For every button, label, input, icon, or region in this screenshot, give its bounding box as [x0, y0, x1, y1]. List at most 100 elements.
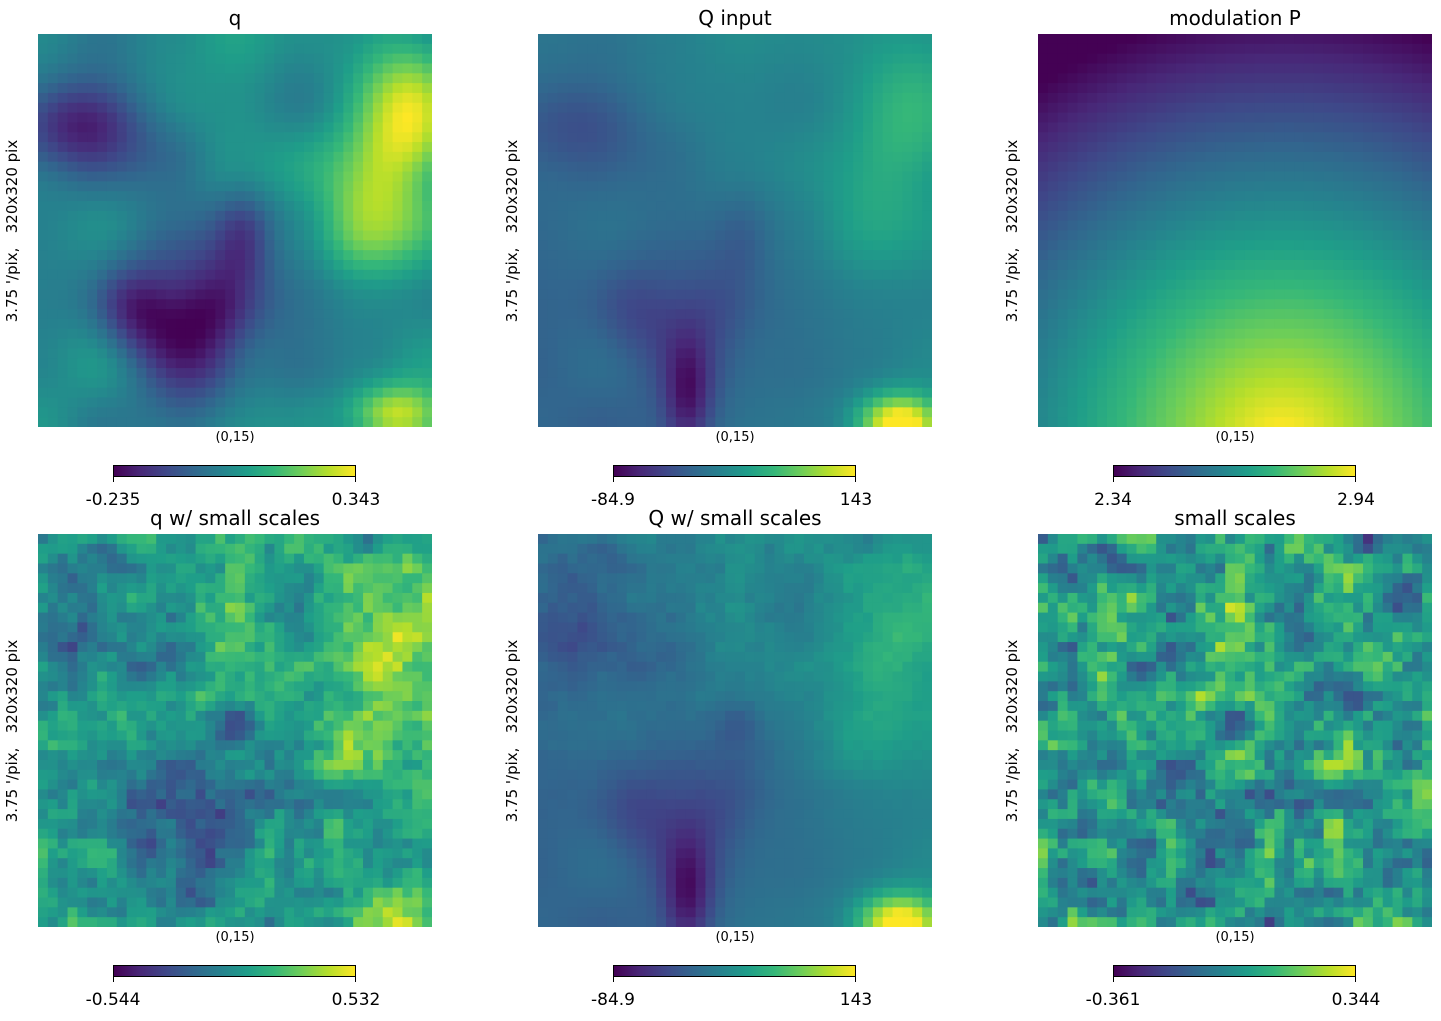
heatmap-cell: [156, 407, 167, 418]
heatmap-cell: [244, 161, 256, 173]
heatmap-cell: [422, 151, 432, 163]
heatmap-cell: [1343, 151, 1354, 163]
heatmap-cell: [402, 407, 413, 418]
heatmap-cell: [764, 161, 775, 173]
heatmap-cell: [175, 122, 187, 133]
heatmap-cell: [363, 534, 374, 545]
heatmap-cell: [422, 289, 432, 300]
heatmap-cell: [205, 328, 216, 340]
heatmap-cell: [577, 407, 588, 418]
heatmap-cell: [1323, 259, 1334, 271]
heatmap-cell: [1333, 377, 1344, 389]
heatmap-cell: [675, 358, 687, 369]
heatmap-cell: [547, 328, 559, 340]
heatmap-cell: [685, 407, 697, 418]
heatmap-cell: [87, 191, 98, 202]
heatmap-cell: [274, 63, 285, 74]
heatmap-cell: [323, 250, 334, 261]
heatmap-cell: [166, 417, 177, 427]
heatmap-cell: [97, 534, 108, 545]
heatmap-cell: [372, 161, 384, 173]
heatmap-cell: [646, 181, 657, 192]
heatmap-cell: [646, 328, 657, 340]
heatmap-cell: [902, 83, 913, 94]
heatmap-cell: [372, 122, 384, 133]
heatmap-cell: [705, 230, 716, 241]
heatmap-cell: [892, 92, 903, 104]
heatmap-cell: [1126, 43, 1137, 55]
heatmap-cell: [1353, 368, 1364, 379]
heatmap-cell: [1047, 112, 1059, 123]
heatmap-cell: [303, 417, 315, 427]
heatmap-cell: [323, 397, 334, 408]
heatmap-cell: [813, 328, 825, 340]
heatmap-cell: [715, 358, 726, 369]
heatmap-cell: [185, 102, 197, 114]
heatmap-cell: [116, 553, 128, 564]
heatmap-cell: [715, 92, 726, 104]
heatmap-cell: [636, 397, 647, 408]
heatmap-cell: [646, 417, 657, 427]
heatmap-cell: [646, 53, 657, 64]
heatmap-cell: [616, 407, 628, 418]
heatmap-cell: [77, 299, 88, 310]
heatmap-cell: [1225, 181, 1236, 192]
heatmap-cell: [1353, 309, 1364, 320]
heatmap-cell: [215, 534, 226, 545]
heatmap-cell: [695, 112, 706, 123]
heatmap-cell: [323, 358, 334, 369]
heatmap-cell: [626, 377, 637, 389]
heatmap-cell: [853, 407, 864, 418]
heatmap-cell: [126, 338, 137, 349]
heatmap-cell: [1038, 53, 1049, 64]
heatmap-cell: [47, 543, 59, 555]
heatmap-cell: [1422, 73, 1432, 84]
heatmap-cell: [313, 161, 325, 173]
heatmap-cell: [892, 43, 903, 55]
heatmap-cell: [606, 43, 618, 55]
heatmap-cell: [616, 250, 628, 261]
heatmap-cell: [382, 563, 394, 574]
heatmap-cell: [1166, 142, 1177, 153]
heatmap-cell: [626, 151, 637, 163]
heatmap-cell: [636, 43, 647, 55]
heatmap-cell: [1422, 358, 1432, 369]
heatmap-cell: [1087, 201, 1098, 212]
heatmap-cell: [784, 122, 795, 133]
heatmap-cell: [116, 259, 128, 271]
heatmap-cell: [205, 201, 216, 212]
heatmap-cell: [244, 34, 256, 45]
heatmap-cell: [57, 348, 69, 359]
heatmap-cell: [412, 563, 423, 574]
heatmap-cell: [685, 73, 697, 84]
heatmap-cell: [764, 250, 775, 261]
heatmap-cell: [185, 318, 197, 330]
heatmap-cell: [363, 553, 374, 564]
heatmap-cell: [1313, 132, 1325, 143]
heatmap-cell: [1254, 201, 1266, 212]
heatmap-cell: [303, 132, 315, 143]
heatmap-cell: [1146, 142, 1157, 153]
heatmap-cell: [274, 92, 285, 104]
heatmap-cell: [382, 299, 394, 310]
heatmap-cell: [1087, 210, 1098, 222]
heatmap-cell: [912, 34, 923, 45]
heatmap-cell: [353, 250, 364, 261]
heatmap-cell: [803, 338, 815, 349]
heatmap-cell: [1333, 181, 1344, 192]
heatmap-cell: [392, 220, 403, 231]
heatmap-cell: [675, 112, 687, 123]
heatmap-cell: [1412, 122, 1423, 133]
heatmap-cell: [156, 83, 167, 94]
heatmap-cell: [813, 377, 825, 389]
heatmap-cell: [725, 43, 736, 55]
heatmap-cell: [1333, 73, 1344, 84]
heatmap-cell: [343, 563, 354, 574]
heatmap-cell: [784, 43, 795, 55]
heatmap-cell: [343, 102, 354, 114]
heatmap-cell: [422, 112, 432, 123]
heatmap-cell: [323, 563, 334, 574]
heatmap-cell: [577, 83, 588, 94]
heatmap-cell: [225, 122, 236, 133]
heatmap-cell: [274, 240, 285, 251]
